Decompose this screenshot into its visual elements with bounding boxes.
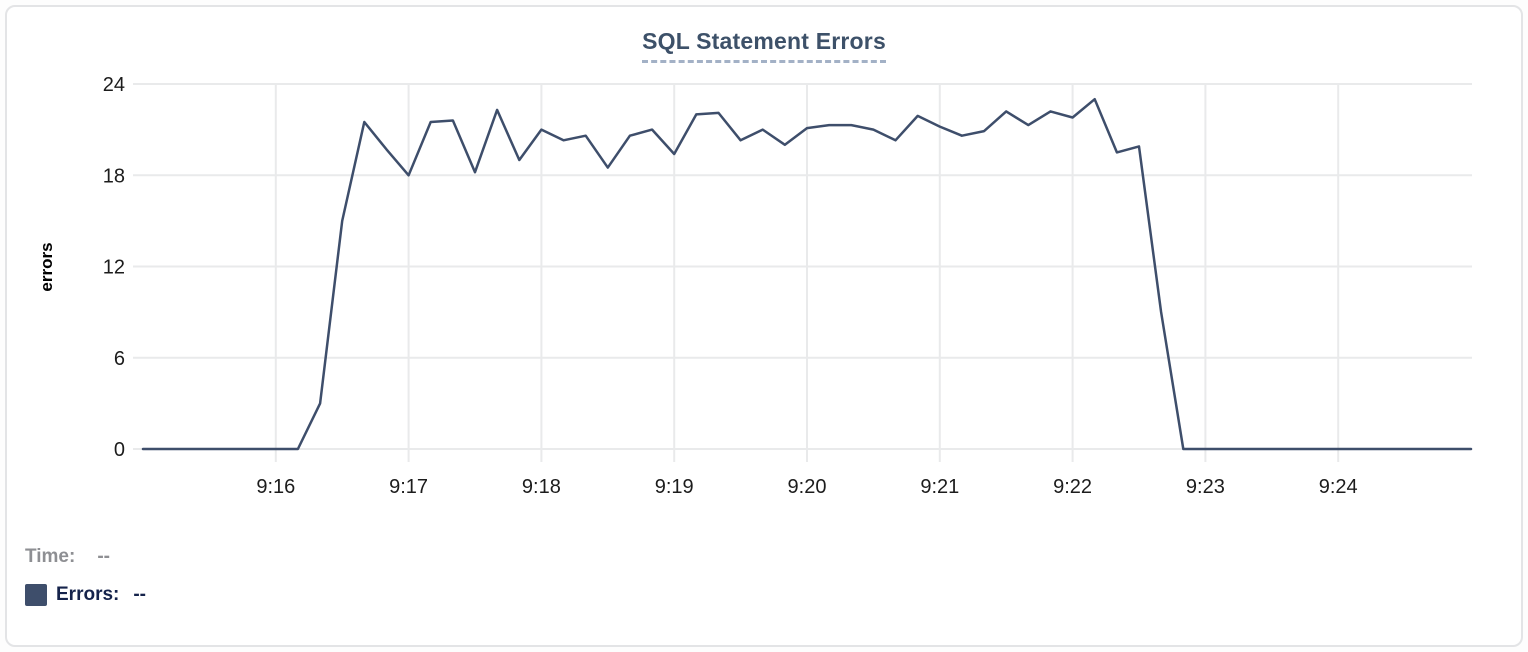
y-tick-label: 12 [103,257,125,279]
tooltip-time-row: Time: -- [25,546,110,568]
y-tick-label: 24 [103,74,125,96]
errors-label: Errors: [56,584,120,605]
x-tick-label: 9:16 [256,476,295,498]
x-tick-label: 9:23 [1186,476,1225,498]
y-tick-label: 0 [114,439,125,461]
time-value: -- [97,546,110,567]
time-label: Time: [25,546,76,567]
chart-title[interactable]: SQL Statement Errors [642,28,886,63]
x-tick-label: 9:20 [788,476,827,498]
y-tick-label: 6 [114,348,125,370]
errors-series-swatch [25,584,47,606]
x-tick-label: 9:22 [1053,476,1092,498]
chart-header: SQL Statement Errors [0,28,1528,63]
x-tick-label: 9:18 [522,476,561,498]
x-tick-label: 9:19 [655,476,694,498]
y-tick-label: 18 [103,165,125,187]
x-tick-label: 9:24 [1319,476,1358,498]
errors-series-line [141,97,1473,451]
errors-value: -- [133,584,147,605]
x-tick-label: 9:21 [920,476,959,498]
y-axis-label: errors [37,242,56,291]
chart-card [5,5,1523,647]
x-tick-label: 9:17 [389,476,428,498]
tooltip-errors-row: Errors: -- [25,584,146,606]
